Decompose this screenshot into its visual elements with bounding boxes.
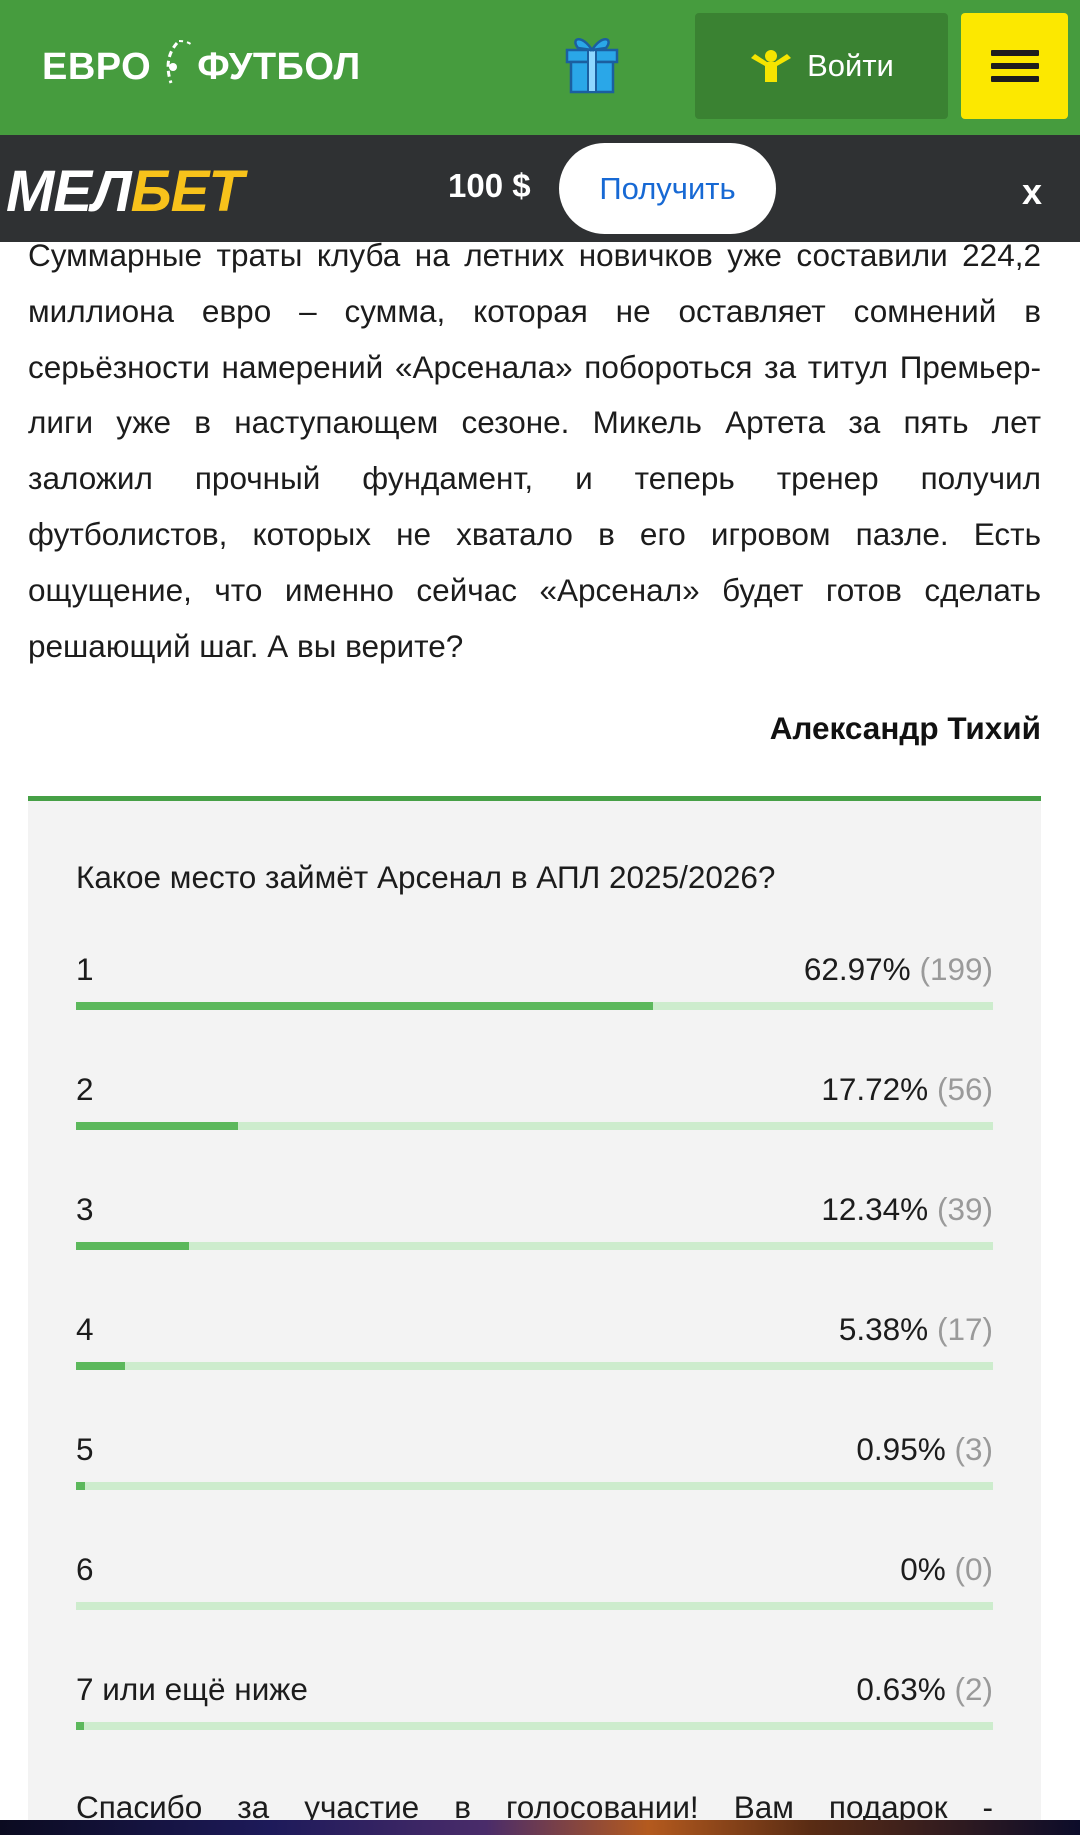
poll-bar-track [76,1002,993,1010]
poll-option-label: 7 или ещё ниже [76,1671,308,1707]
promo-get-button[interactable]: Получить [559,143,776,234]
melbet-logo[interactable]: МЕЛБЕТ [6,163,244,221]
promo-banner: МЕЛБЕТ 100 $ Получить x [0,135,1080,242]
poll-bar-track [76,1602,993,1610]
poll-option-result: 17.72% (56) [821,1071,993,1108]
close-icon[interactable]: x [1022,171,1043,212]
poll-bar-fill [76,1722,84,1730]
poll-option[interactable]: 5 0.95% (3) [76,1431,993,1521]
poll-option-percent: 62.97% [803,951,911,987]
poll-option-count: (56) [936,1071,993,1107]
promo-amount: 100 $ [448,167,531,204]
logo-text-right: ФУТБОЛ [197,45,361,88]
poll-option-count: (0) [954,1551,994,1587]
poll-option-result: 0.95% (3) [856,1431,993,1468]
logo-ball-icon [157,37,197,97]
poll-option-label: 1 [76,951,94,987]
site-logo[interactable]: ЕВРО ФУТБОЛ [42,22,361,112]
poll-option-percent: 5.38% [838,1311,929,1347]
menu-button[interactable] [961,13,1068,119]
poll-option-count: (17) [936,1311,993,1347]
poll-bar-fill [76,1002,654,1010]
poll-bar-track [76,1122,993,1130]
brand-part-1: МЕЛ [6,159,132,224]
poll-option[interactable]: 3 12.34% (39) [76,1191,993,1281]
poll-option-result: 12.34% (39) [821,1191,993,1228]
poll-option[interactable]: 2 17.72% (56) [76,1071,993,1161]
hamburger-icon-line [990,76,1039,82]
article-paragraph: Суммарные траты клуба на летних новичков… [28,237,1041,664]
poll-option-percent: 0.95% [856,1431,946,1467]
poll-option-label: 5 [76,1431,94,1467]
poll-bar-fill [76,1242,190,1250]
poll-option-count: (199) [919,951,993,987]
poll-option-label: 3 [76,1191,94,1227]
poll-option-result: 5.38% (17) [839,1311,993,1348]
brand-part-2: БЕТ [130,159,244,224]
poll-option-label: 6 [76,1551,94,1587]
bottom-banner-image[interactable] [0,1820,1080,1835]
poll-option[interactable]: 1 62.97% (199) [76,951,993,1041]
poll-option-result: 62.97% (199) [804,951,993,988]
logo-text-left: ЕВРО [42,45,152,88]
poll-option-label: 2 [76,1071,94,1107]
poll-bar-fill [76,1482,85,1490]
poll-option[interactable]: 7 или ещё ниже 0.63% (2) [76,1671,993,1761]
poll-bar-track [76,1242,993,1250]
poll-bar-fill [76,1122,239,1130]
login-label: Войти [807,48,894,83]
poll-question: Какое место займёт Арсенал в АПЛ 2025/20… [76,859,776,895]
poll-thanks-message: Спасибо за участие в голосовании! Вам по… [76,1789,993,1825]
poll-option-percent: 12.34% [821,1191,929,1227]
poll-option-count: (2) [954,1671,994,1707]
poll-option-count: (3) [954,1431,994,1467]
user-icon [749,48,793,84]
poll-option[interactable]: 6 0% (0) [76,1551,993,1641]
poll-option-result: 0.63% (2) [856,1671,993,1708]
poll-bar-track [76,1722,993,1730]
poll-option-result: 0% (0) [900,1551,993,1588]
poll-option[interactable]: 4 5.38% (17) [76,1311,993,1401]
poll-bar-fill [76,1362,126,1370]
poll-option-label: 4 [76,1311,94,1347]
gift-icon[interactable] [562,28,622,96]
poll-option-percent: 17.72% [821,1071,929,1107]
poll-option-percent: 0% [900,1551,946,1587]
poll-option-count: (39) [936,1191,993,1227]
poll-widget: Какое место займёт Арсенал в АПЛ 2025/20… [28,796,1041,1835]
poll-bar-track [76,1362,993,1370]
article-author: Александр Тихий [769,710,1041,746]
hamburger-icon-line [990,63,1039,69]
poll-option-percent: 0.63% [856,1671,946,1707]
hamburger-icon-line [990,50,1039,56]
poll-bar-track [76,1482,993,1490]
site-header: ЕВРО ФУТБОЛ Войти [0,0,1080,135]
login-button[interactable]: Войти [695,13,948,119]
